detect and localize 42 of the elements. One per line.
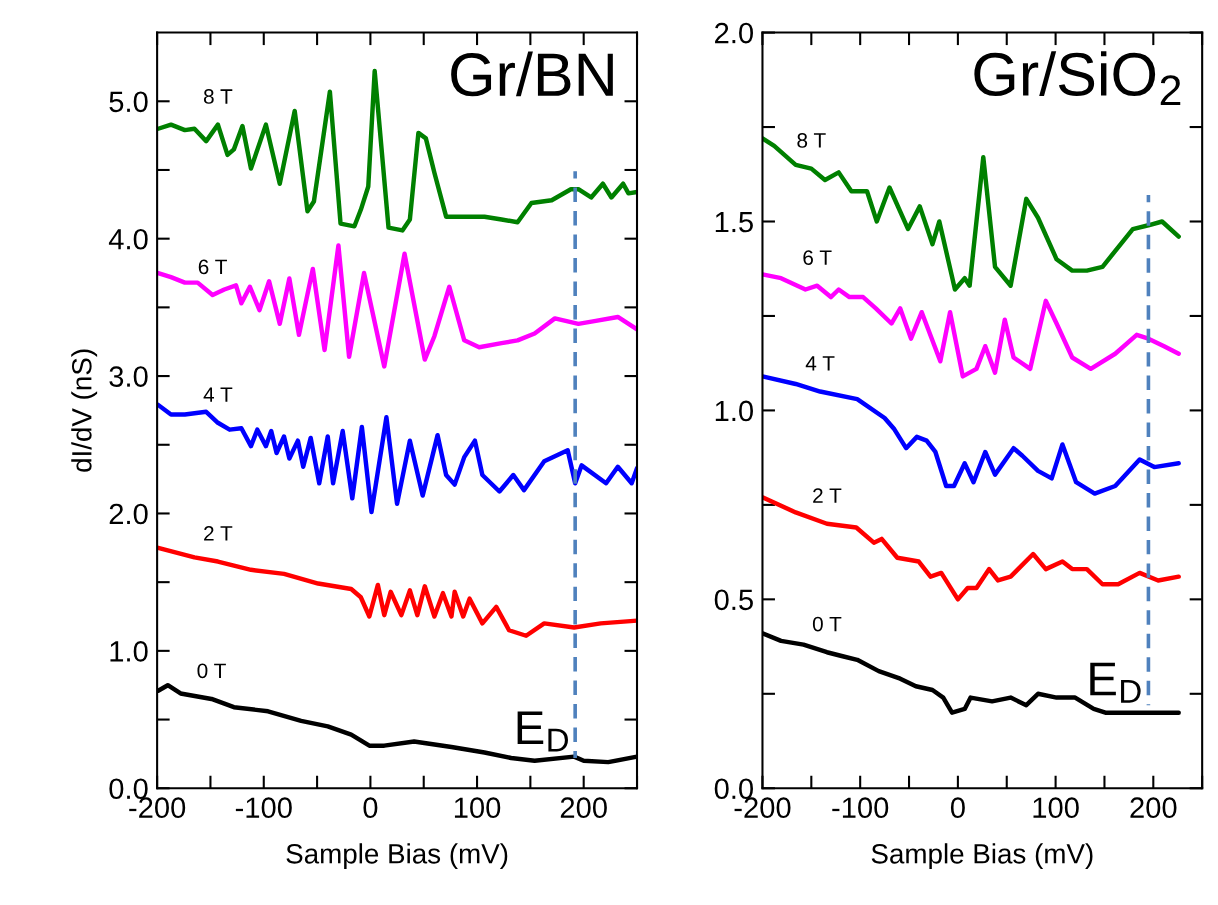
annotation: E$_{D}$	[1090, 662, 1141, 703]
y-tick-label: 0.5	[714, 589, 753, 611]
x-tick-label: 0	[363, 797, 378, 819]
x-tick-label: 0	[950, 797, 965, 819]
line-series	[762, 272, 1181, 379]
series-label: 2 T	[813, 488, 842, 503]
series-label: 6 T	[198, 259, 227, 275]
y-tick-label: 1.0	[110, 641, 148, 662]
series-label: 0 T	[812, 616, 842, 632]
y-tick-label: 5.0	[109, 91, 148, 113]
annotation: E$_{D}$	[517, 711, 568, 752]
series-label: 6 T	[803, 250, 832, 265]
line-series	[157, 545, 638, 638]
y-axis-title: dI/dV (nS)	[71, 349, 98, 472]
series-label: 4 T	[805, 356, 835, 371]
x-tick-label: -200	[734, 797, 791, 819]
chart-title: Gr/BN	[451, 51, 613, 97]
x-tick-label: -100	[235, 797, 292, 819]
y-tick-label: 1.0	[715, 400, 753, 422]
line-series	[157, 402, 638, 515]
y-tick-label: 1.5	[715, 212, 753, 233]
line-series	[157, 243, 638, 369]
y-tick-label: 2.0	[109, 503, 148, 525]
x-axis-title: Sample Bias (mV)	[871, 843, 1093, 870]
series-label: 2 T	[204, 526, 233, 541]
x-tick-label: -100	[832, 797, 889, 819]
x-tick-label: 200	[1130, 797, 1177, 819]
x-axis-title: Sample Bias (mV)	[286, 843, 508, 870]
x-tick-label: 200	[560, 797, 607, 819]
y-tick-label: 0.0	[714, 778, 753, 800]
chart-title: Gr/SiO$_{2}$	[974, 51, 1181, 106]
series-label: 8 T	[797, 133, 826, 148]
y-tick-label: 2.0	[715, 22, 753, 44]
x-tick-label: -200	[129, 797, 186, 819]
y-tick-label: 4.0	[108, 228, 148, 250]
x-tick-label: 100	[454, 797, 501, 819]
series-label: 4 T	[203, 387, 233, 402]
series-label: 0 T	[197, 663, 226, 679]
series-label: 8 T	[203, 89, 233, 104]
x-tick-label: 100	[1033, 797, 1079, 819]
y-tick-label: 3.0	[109, 366, 148, 387]
y-tick-label: 0.0	[109, 778, 148, 800]
